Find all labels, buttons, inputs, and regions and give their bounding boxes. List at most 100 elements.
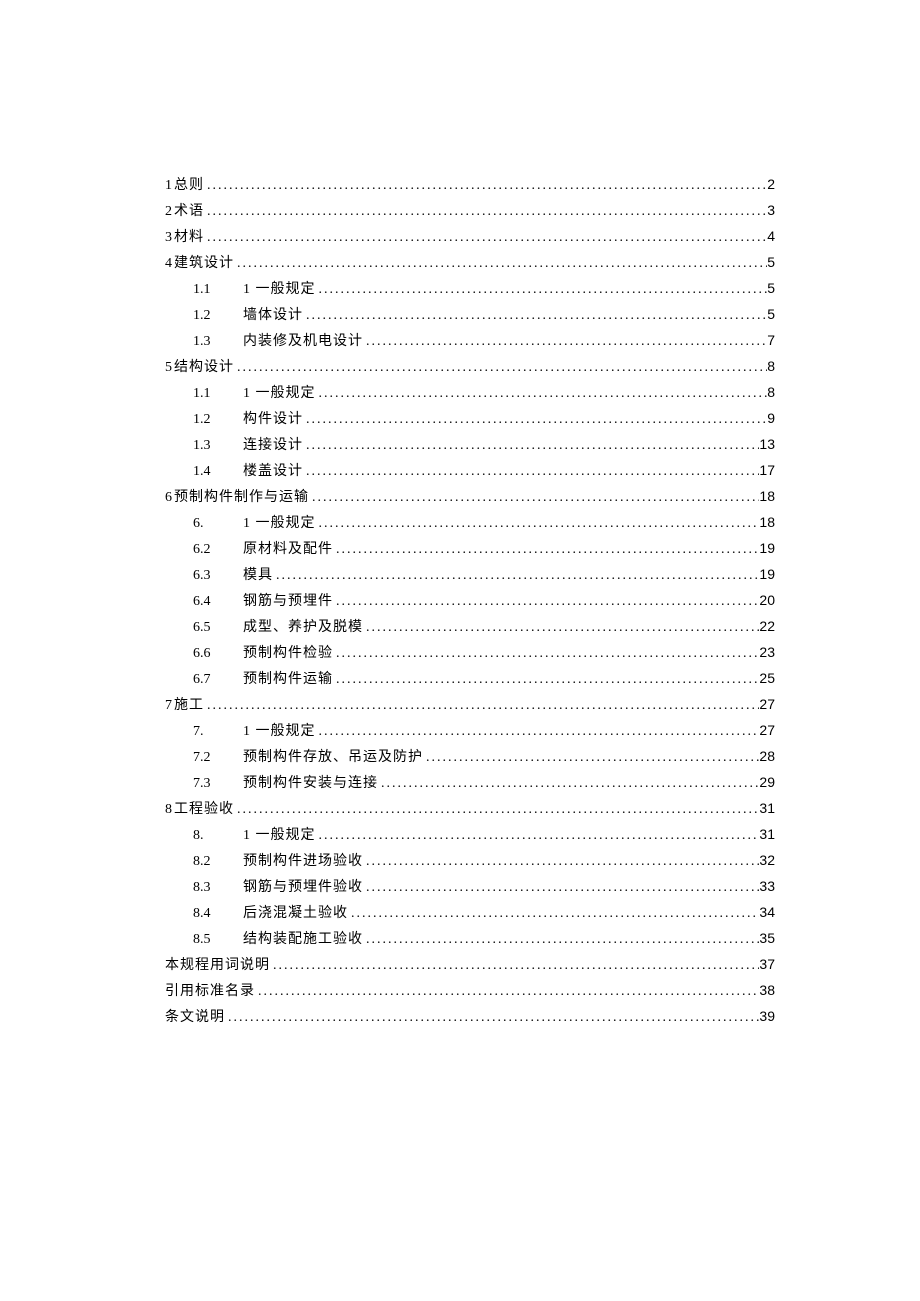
toc-leader-dots — [316, 382, 768, 406]
toc-leader-dots — [303, 304, 767, 328]
toc-entry: 7施工27 — [165, 692, 775, 718]
toc-entry: 6预制构件制作与运输 18 — [165, 484, 775, 510]
toc-entry-number: 1.4 — [193, 460, 229, 484]
toc-entry-page: 17 — [759, 458, 775, 482]
toc-entry-page: 34 — [759, 900, 775, 924]
toc-entry-number: 6.4 — [193, 590, 229, 614]
toc-entry-title: 施工 — [174, 694, 204, 718]
toc-entry-title: 构件设计 — [243, 408, 303, 432]
toc-leader-dots — [316, 512, 760, 536]
toc-leader-dots — [363, 928, 759, 952]
toc-entry-number: 6 — [165, 486, 172, 510]
toc-leader-dots — [234, 798, 759, 822]
toc-leader-dots — [204, 174, 767, 198]
toc-entry-title: 工程验收 — [174, 798, 234, 822]
toc-entry-page: 5 — [767, 302, 775, 326]
toc-entry-number: 1.3 — [193, 434, 229, 458]
toc-entry-page: 8 — [767, 354, 775, 378]
toc-leader-dots — [255, 980, 759, 1004]
toc-entry: 6.3模具19 — [165, 562, 775, 588]
toc-entry-number: 6.3 — [193, 564, 229, 588]
toc-entry-number: 1.2 — [193, 304, 229, 328]
toc-entry-page: 19 — [759, 562, 775, 586]
toc-entry-number: 8.5 — [193, 928, 229, 952]
toc-entry-title: 1 一般规定 — [243, 278, 316, 302]
toc-leader-dots — [423, 746, 759, 770]
toc-entry-title: 引用标准名录 — [165, 980, 255, 1004]
toc-entry-number: 7 — [165, 694, 172, 718]
toc-leader-dots — [316, 278, 768, 302]
toc-entry-page: 20 — [759, 588, 775, 612]
toc-entry-page: 32 — [759, 848, 775, 872]
toc-leader-dots — [333, 590, 759, 614]
toc-entry: 1.2 墙体设计 5 — [165, 302, 775, 328]
toc-leader-dots — [303, 460, 759, 484]
toc-entry-page: 4 — [767, 224, 775, 248]
toc-entry-number: 8.3 — [193, 876, 229, 900]
toc-entry-number: 3 — [165, 226, 172, 250]
toc-entry-page: 22 — [759, 614, 775, 638]
toc-entry-page: 19 — [759, 536, 775, 560]
toc-entry: 1.1 1 一般规定 8 — [165, 380, 775, 406]
toc-entry-title: 连接设计 — [243, 434, 303, 458]
toc-leader-dots — [273, 564, 759, 588]
toc-entry: 2术语3 — [165, 198, 775, 224]
toc-entry-page: 18 — [759, 510, 775, 534]
toc-entry-title: 结构装配施工验收 — [243, 928, 363, 952]
toc-entry-title: 预制构件存放、吊运及防护 — [243, 746, 423, 770]
toc-entry-title: 预制构件安装与连接 — [243, 772, 378, 796]
toc-entry-page: 31 — [759, 822, 775, 846]
toc-entry-title: 1 一般规定 — [243, 382, 316, 406]
toc-entry-title: 墙体设计 — [243, 304, 303, 328]
toc-leader-dots — [316, 824, 760, 848]
toc-entry-page: 28 — [759, 744, 775, 768]
toc-entry-page: 33 — [759, 874, 775, 898]
toc-entry-number: 6.7 — [193, 668, 229, 692]
toc-entry-number: 1.3 — [193, 330, 229, 354]
toc-entry-page: 25 — [759, 666, 775, 690]
toc-entry: 7.3预制构件安装与连接29 — [165, 770, 775, 796]
toc-entry-page: 18 — [759, 484, 775, 508]
toc-entry-title: 1 一般规定 — [243, 720, 316, 744]
toc-entry: 8工程验收31 — [165, 796, 775, 822]
toc-entry-title: 楼盖设计 — [243, 460, 303, 484]
toc-entry-page: 39 — [759, 1004, 775, 1028]
toc-entry: 8.3 钢筋与预埋件验收 33 — [165, 874, 775, 900]
toc-entry-title: 钢筋与预埋件验收 — [243, 876, 363, 900]
toc-entry-page: 9 — [767, 406, 775, 430]
toc-entry: 1总则2 — [165, 172, 775, 198]
toc-entry-page: 37 — [759, 952, 775, 976]
toc-entry: 7.2 预制构件存放、吊运及防护 28 — [165, 744, 775, 770]
toc-entry-number: 7.2 — [193, 746, 229, 770]
toc-entry: 1.11 一般规定5 — [165, 276, 775, 302]
toc-entry: 条文说明 39 — [165, 1004, 775, 1030]
table-of-contents: 1总则22术语33材料44建筑设计51.11 一般规定51.2墙体设计51.3内… — [165, 172, 775, 1030]
toc-leader-dots — [204, 200, 767, 224]
toc-entry-title: 预制构件制作与运输 — [174, 486, 309, 510]
toc-entry: 1.4 楼盖设计 17 — [165, 458, 775, 484]
toc-leader-dots — [333, 642, 759, 666]
toc-entry: 3材料 4 — [165, 224, 775, 250]
toc-entry-title: 1 一般规定 — [243, 824, 316, 848]
toc-entry-number: 5 — [165, 356, 172, 380]
toc-entry: 8.2预制构件进场验收32 — [165, 848, 775, 874]
toc-entry-title: 后浇混凝土验收 — [243, 902, 348, 926]
toc-entry-number: 6.5 — [193, 616, 229, 640]
toc-entry: 6.5 成型、养护及脱模 22 — [165, 614, 775, 640]
toc-entry-title: 条文说明 — [165, 1006, 225, 1030]
toc-entry: 4建筑设计5 — [165, 250, 775, 276]
toc-leader-dots — [363, 876, 759, 900]
toc-entry-number: 1.1 — [193, 382, 229, 406]
toc-entry-title: 材料 — [174, 226, 204, 250]
toc-leader-dots — [234, 356, 767, 380]
toc-entry-number: 1.2 — [193, 408, 229, 432]
toc-entry-title: 原材料及配件 — [243, 538, 333, 562]
toc-entry: 引用标准名录38 — [165, 978, 775, 1004]
toc-entry-number: 7.3 — [193, 772, 229, 796]
toc-entry: 6.1 一般规定18 — [165, 510, 775, 536]
toc-leader-dots — [309, 486, 759, 510]
toc-entry-page: 35 — [759, 926, 775, 950]
toc-entry-page: 5 — [767, 250, 775, 274]
toc-entry-page: 8 — [767, 380, 775, 404]
toc-entry-title: 成型、养护及脱模 — [243, 616, 363, 640]
